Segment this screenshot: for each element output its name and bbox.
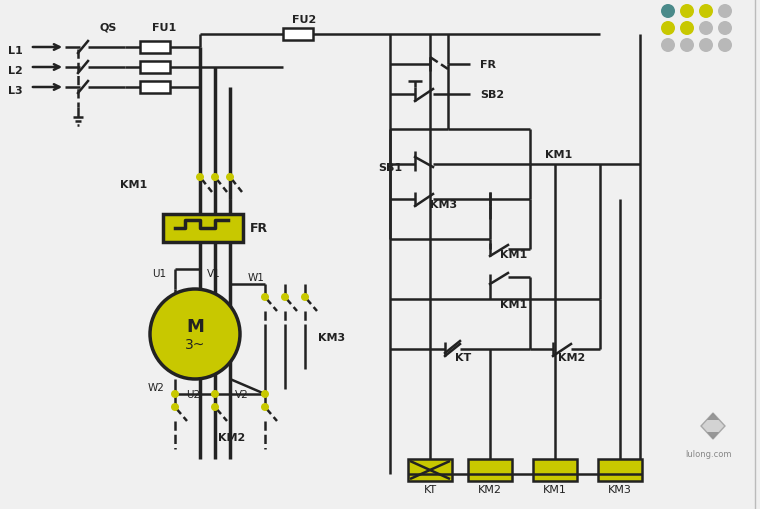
Polygon shape [707,432,719,439]
Circle shape [211,390,219,398]
Text: KM3: KM3 [608,484,632,494]
Text: U2: U2 [186,389,200,399]
Text: QS: QS [100,23,117,33]
Text: L1: L1 [8,46,23,56]
Circle shape [661,5,675,19]
Text: FU2: FU2 [292,15,316,25]
Circle shape [301,293,309,301]
Bar [533,459,577,481]
Text: lulong.com: lulong.com [685,449,731,459]
Bar [163,215,243,242]
Bar [468,459,512,481]
Circle shape [661,22,675,36]
Polygon shape [701,413,725,439]
Text: KM1: KM1 [545,150,572,160]
Text: KM1: KM1 [543,484,567,494]
Text: KM3: KM3 [430,200,457,210]
Bar [598,459,642,481]
Circle shape [196,174,204,182]
Circle shape [680,39,694,53]
Text: L2: L2 [8,66,23,76]
Text: U1: U1 [152,268,166,278]
Bar [140,62,170,74]
Text: V2: V2 [235,389,249,399]
Text: KT: KT [455,352,471,362]
Circle shape [261,403,269,411]
Circle shape [211,174,219,182]
Text: KM2: KM2 [558,352,585,362]
Bar [408,459,452,481]
Text: FR: FR [480,60,496,70]
Text: KM1: KM1 [500,299,527,309]
Text: V1: V1 [207,268,220,278]
Circle shape [699,5,713,19]
Circle shape [211,403,219,411]
Text: W2: W2 [148,382,165,392]
Text: SB2: SB2 [480,90,504,100]
Circle shape [699,22,713,36]
Circle shape [718,5,732,19]
Circle shape [261,293,269,301]
Text: KM1: KM1 [120,180,147,190]
Bar [140,42,170,54]
Bar [140,82,170,94]
Text: SB1: SB1 [378,163,402,173]
Text: KM3: KM3 [318,332,345,343]
Text: L3: L3 [8,86,23,96]
Circle shape [226,174,234,182]
Circle shape [718,39,732,53]
Text: FR: FR [250,222,268,235]
Circle shape [680,22,694,36]
Text: KM2: KM2 [218,432,245,442]
Text: KM2: KM2 [478,484,502,494]
Circle shape [680,5,694,19]
Circle shape [171,403,179,411]
Text: W1: W1 [248,272,265,282]
Circle shape [661,39,675,53]
Circle shape [281,293,289,301]
Bar [283,29,313,41]
Polygon shape [707,413,719,420]
Text: M: M [186,318,204,335]
Text: KT: KT [423,484,436,494]
Circle shape [699,39,713,53]
Text: FU1: FU1 [152,23,176,33]
Circle shape [171,390,179,398]
Circle shape [261,390,269,398]
Text: 3~: 3~ [185,337,205,351]
Circle shape [718,22,732,36]
Circle shape [150,290,240,379]
Text: KM1: KM1 [500,249,527,260]
